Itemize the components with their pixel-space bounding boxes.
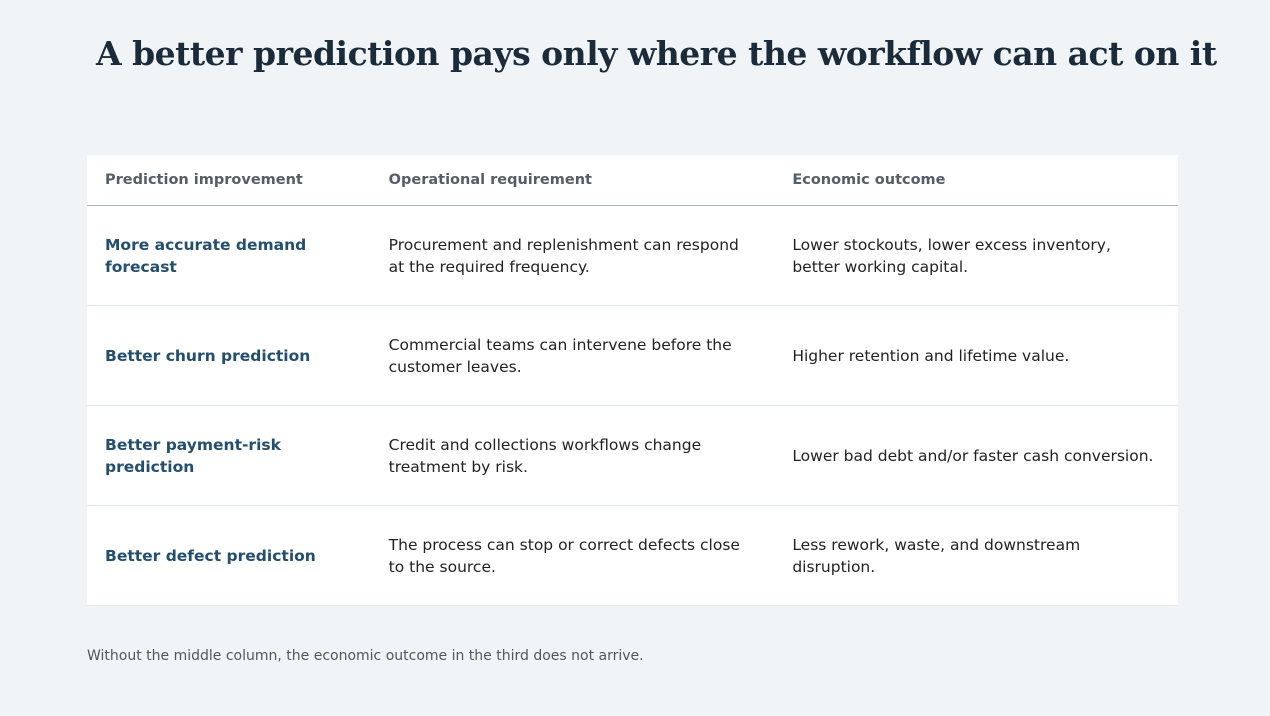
- header-row: Prediction improvement Operational requir…: [87, 155, 1178, 206]
- table-cell: Commercial teams can intervene before th…: [370, 305, 775, 406]
- table: Prediction improvement Operational requir…: [87, 155, 1178, 606]
- table-row: Better payment-risk prediction Credit and…: [87, 405, 1178, 506]
- table-cell: Credit and collections workflows change …: [370, 405, 775, 506]
- table-row: Better defect prediction The process can …: [87, 505, 1178, 606]
- table-cell: Lower bad debt and/or faster cash conver…: [774, 405, 1178, 506]
- header-cell: Operational requirement: [370, 155, 775, 206]
- table-cell: Better payment-risk prediction: [87, 405, 371, 506]
- footnote: Without the middle column, the economic …: [87, 648, 644, 664]
- table-cell: Procurement and replenishment can respon…: [370, 205, 775, 306]
- table-cell: Better defect prediction: [87, 505, 371, 606]
- table-row: Better churn prediction Commercial teams …: [87, 305, 1178, 406]
- table-cell: Lower stockouts, lower excess inventory,…: [774, 205, 1178, 306]
- title: A better prediction pays only where the …: [96, 34, 1217, 73]
- header-cell: Prediction improvement: [87, 155, 371, 206]
- table-cell: More accurate demand forecast: [87, 205, 371, 306]
- table-row: More accurate demand forecast Procurement…: [87, 205, 1178, 306]
- table-cell: The process can stop or correct defects …: [370, 505, 775, 606]
- header-cell: Economic outcome: [774, 155, 1178, 206]
- table-body: More accurate demand forecast Procurement…: [87, 205, 1178, 606]
- table-cell: Better churn prediction: [87, 305, 371, 406]
- table-cell: Higher retention and lifetime value.: [774, 305, 1178, 406]
- table-cell: Less rework, waste, and downstream disru…: [774, 505, 1178, 606]
